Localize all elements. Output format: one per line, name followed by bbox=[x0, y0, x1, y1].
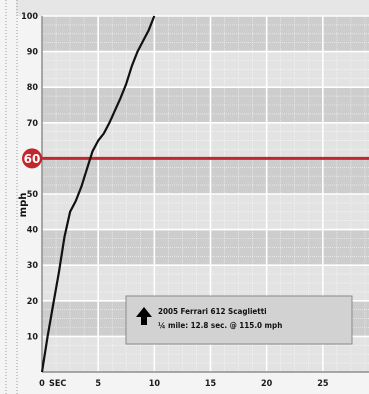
legend: 2005 Ferrari 612 Scaglietti ¼ mile: 12.8… bbox=[125, 295, 353, 345]
plot-band bbox=[42, 16, 369, 52]
legend-box bbox=[125, 295, 353, 345]
x-tick-label: 5 bbox=[95, 379, 101, 389]
x-tick-label: 0 bbox=[39, 379, 45, 389]
x-tick-label: 20 bbox=[261, 379, 273, 389]
x-tick-labels: 0 5 10 15 20 25 SEC bbox=[39, 379, 329, 389]
y-tick-label: 70 bbox=[27, 119, 39, 129]
series-line bbox=[40, 15, 156, 373]
y-tick-label: 90 bbox=[27, 48, 39, 58]
y-tick-label: 20 bbox=[27, 297, 39, 307]
reference-label: 60 bbox=[24, 152, 41, 166]
reference-badge bbox=[22, 148, 42, 169]
plot-band bbox=[42, 87, 369, 123]
legend-detail: ¼ mile: 12.8 sec. @ 115.0 mph bbox=[158, 320, 282, 330]
series-group bbox=[40, 15, 156, 373]
plot-band bbox=[42, 51, 369, 88]
x-axis-label: SEC bbox=[49, 379, 66, 389]
top-strip bbox=[16, 0, 369, 16]
y-axis-label: mph bbox=[18, 193, 29, 218]
y-tick-label: 50 bbox=[27, 190, 39, 200]
reference-line-group: 60 bbox=[22, 148, 369, 169]
y-tick-labels: 10 20 30 40 50 70 80 90 100 bbox=[21, 12, 38, 342]
y-tick-label: 40 bbox=[27, 226, 39, 236]
y-tick-label: 10 bbox=[27, 332, 39, 342]
plot-band bbox=[42, 194, 369, 230]
x-tick-label: 25 bbox=[317, 379, 329, 389]
x-tick-label: 10 bbox=[149, 379, 161, 389]
plot-band bbox=[42, 158, 369, 194]
legend-title: 2005 Ferrari 612 Scaglietti bbox=[158, 307, 267, 316]
plot-band bbox=[42, 229, 369, 266]
plot-band bbox=[42, 265, 369, 301]
y-tick-label: 80 bbox=[27, 83, 39, 93]
x-tick-label: 15 bbox=[205, 379, 217, 389]
y-tick-label: 30 bbox=[27, 261, 39, 271]
y-tick-label: 100 bbox=[21, 12, 38, 22]
up-arrow-icon bbox=[136, 307, 152, 325]
